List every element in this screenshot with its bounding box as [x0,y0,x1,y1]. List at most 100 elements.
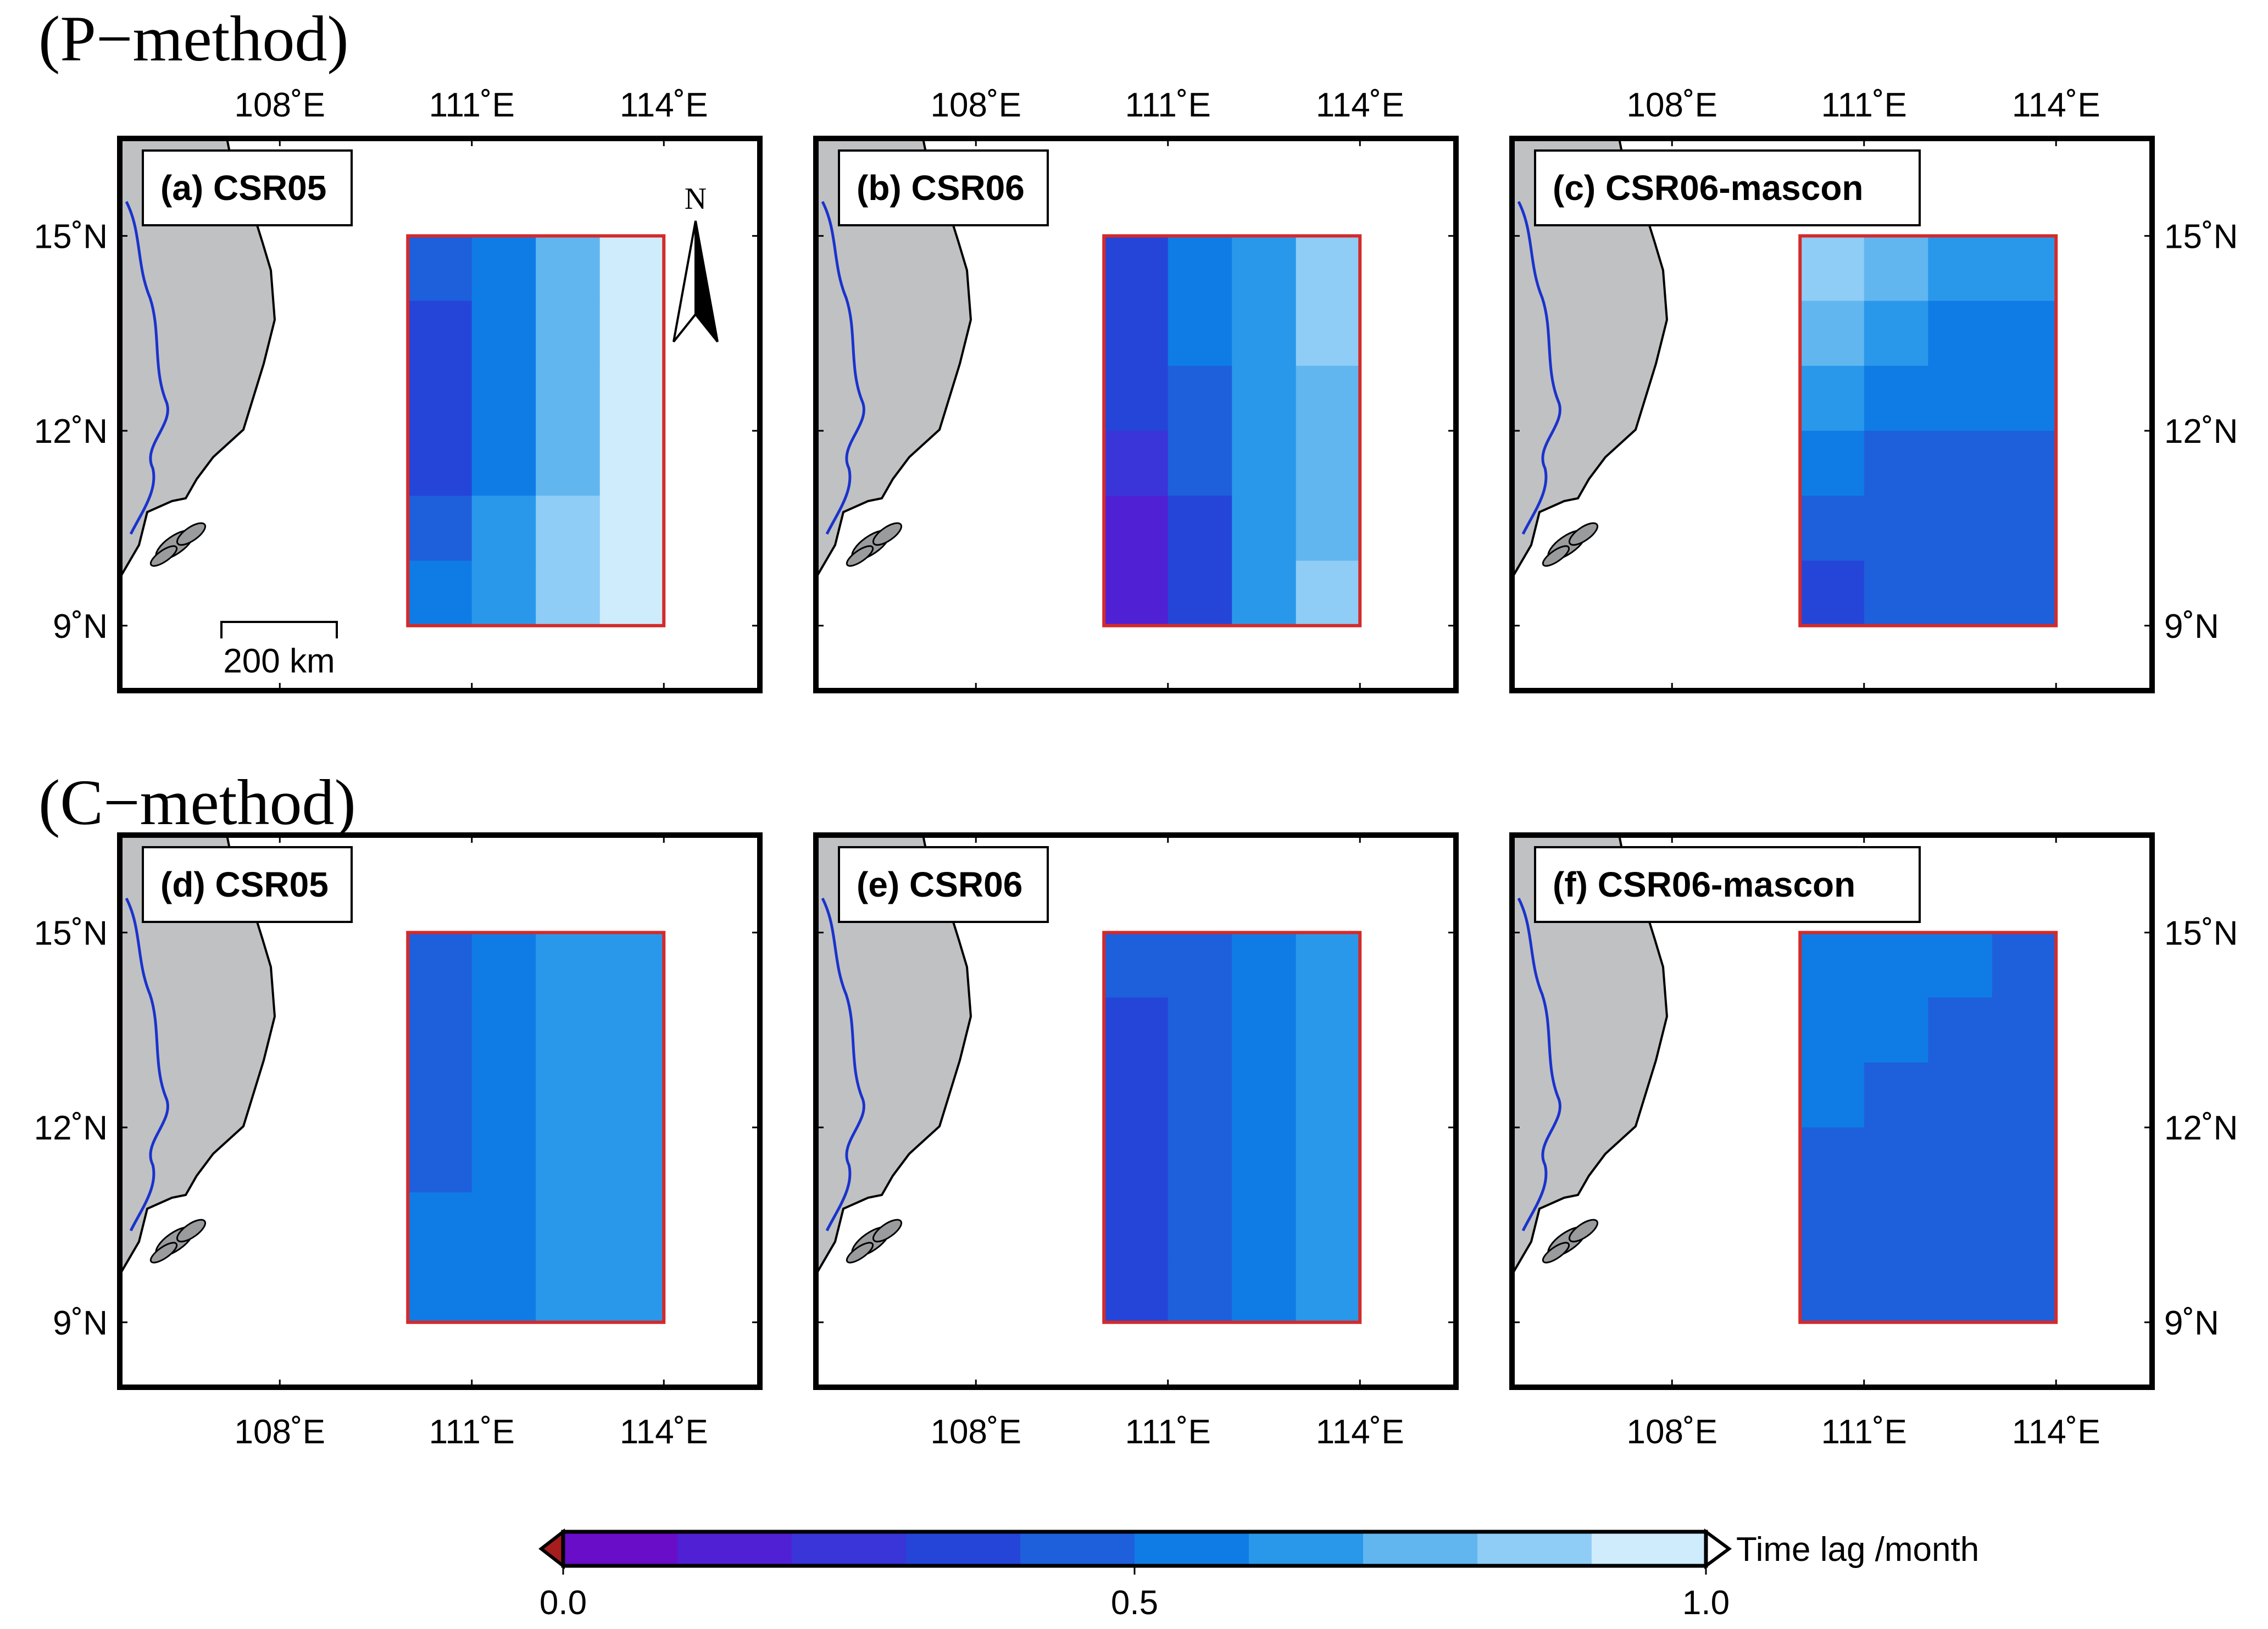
river [1517,201,1561,535]
grid-cell [1232,1257,1297,1323]
grid-cell [471,301,536,366]
grid-cell [1168,496,1232,561]
grid-cell [1296,496,1360,561]
grid-cell [408,1062,472,1128]
lat-label: 15˚N [34,914,108,952]
region-box [1102,931,1362,1324]
grid-cell [1168,236,1232,302]
panel-label: (b) CSR06 [857,168,1025,208]
grid-cell [1864,560,1928,626]
grid-cell [1104,236,1169,302]
grid-cell [1928,365,1993,431]
grid-cell [536,1257,601,1323]
grid-cell [1168,997,1232,1063]
grid-cell [471,560,536,626]
lon-label: 111˚E [1821,86,1907,124]
grid-cell [599,560,664,626]
grid-cell [1800,365,1865,431]
colorbar-segment [1592,1532,1706,1566]
grid-cell [1296,431,1360,496]
grid-cell [1168,1062,1232,1128]
grid-cell [1928,1192,1993,1258]
panel-label-box [1534,846,1921,923]
grid-cell [536,496,601,561]
map-frame [813,832,1459,1390]
delta-island [872,1219,903,1243]
delta-island [176,522,207,546]
colorbar-tick-label: 0.0 [540,1584,587,1622]
grid-cell [1168,431,1232,496]
grid-cell [471,1192,536,1258]
colorbar-tick-label: 0.5 [1111,1584,1158,1622]
grid-cell [1992,1257,2056,1323]
grid-cell [1104,1127,1169,1193]
lon-label: 108˚E [1627,1413,1717,1451]
grid-cell [1232,1192,1297,1258]
grid-cell [1864,365,1928,431]
grid-cell [1232,365,1297,431]
grid-cell [1232,932,1297,998]
grid-cell [1232,997,1297,1063]
grid-cell [536,365,601,431]
region-box [1798,234,2058,627]
grid-cell [1928,1062,1993,1128]
grid-cell [1168,301,1232,366]
colorbar-low-triangle [538,1528,565,1570]
delta-island [1568,522,1599,546]
grid-cell [1800,1192,1865,1258]
north-arrow-icon [694,220,719,343]
lat-label: 15˚N [2164,914,2238,952]
grid-cell [471,932,536,998]
grid-cell [1296,1062,1360,1128]
grid-cell [1232,301,1297,366]
p-method-title: (P−method) [38,3,349,75]
grid-cell [408,1257,472,1323]
grid-cell [1296,365,1360,431]
lat-label: 12˚N [2164,1109,2238,1147]
grid-cell [1992,365,2056,431]
grid-cell [1800,236,1865,302]
grid-cell [599,1062,664,1128]
grid-cell [1104,932,1169,998]
grid-cell [408,932,472,998]
panel-label: (d) CSR05 [160,865,329,904]
grid-cell [1928,997,1993,1063]
colorbar-segment [792,1532,907,1566]
delta-island [846,545,874,567]
grid-cell [1296,1257,1360,1323]
grid-cell [1864,1062,1928,1128]
map-panel: (a) CSR05 108˚E 111˚E 114˚E 15˚N 12˚N 9˚N N 200 … [34,86,763,693]
grid-cell [599,1127,664,1193]
grid-cell [1168,1257,1232,1323]
grid-cell [1800,997,1865,1063]
grid-cell [1992,431,2056,496]
grid-cell [471,431,536,496]
grid-cell [1928,431,1993,496]
lon-label: 108˚E [931,86,1021,124]
lat-label: 12˚N [34,413,108,451]
grid-cell [599,365,664,431]
grid-cell [408,1127,472,1193]
grid-cell [1168,560,1232,626]
delta-island [176,1219,207,1243]
grid-cell [1928,1257,1993,1323]
map-panel: (e) CSR06 108˚E 111˚E 114˚E [813,832,1459,1451]
grid-cell [1864,1192,1928,1258]
grid-cell [408,997,472,1063]
colorbar-segment [906,1532,1021,1566]
map-frame [117,832,763,1390]
panel-label: (e) CSR06 [857,865,1022,904]
grid-cell [1104,1062,1169,1128]
lon-label: 111˚E [1125,1413,1211,1451]
grid-cell [1800,1127,1865,1193]
grid-cell [1104,1192,1169,1258]
delta-island [872,522,903,546]
lon-label: 108˚E [931,1413,1021,1451]
grid-cell [536,932,601,998]
colorbar-segment [1363,1532,1478,1566]
grid-cell [471,997,536,1063]
lon-label: 108˚E [235,86,325,124]
grid-cell [599,236,664,302]
grid-cell [1992,1127,2056,1193]
grid-cell [536,1192,601,1258]
